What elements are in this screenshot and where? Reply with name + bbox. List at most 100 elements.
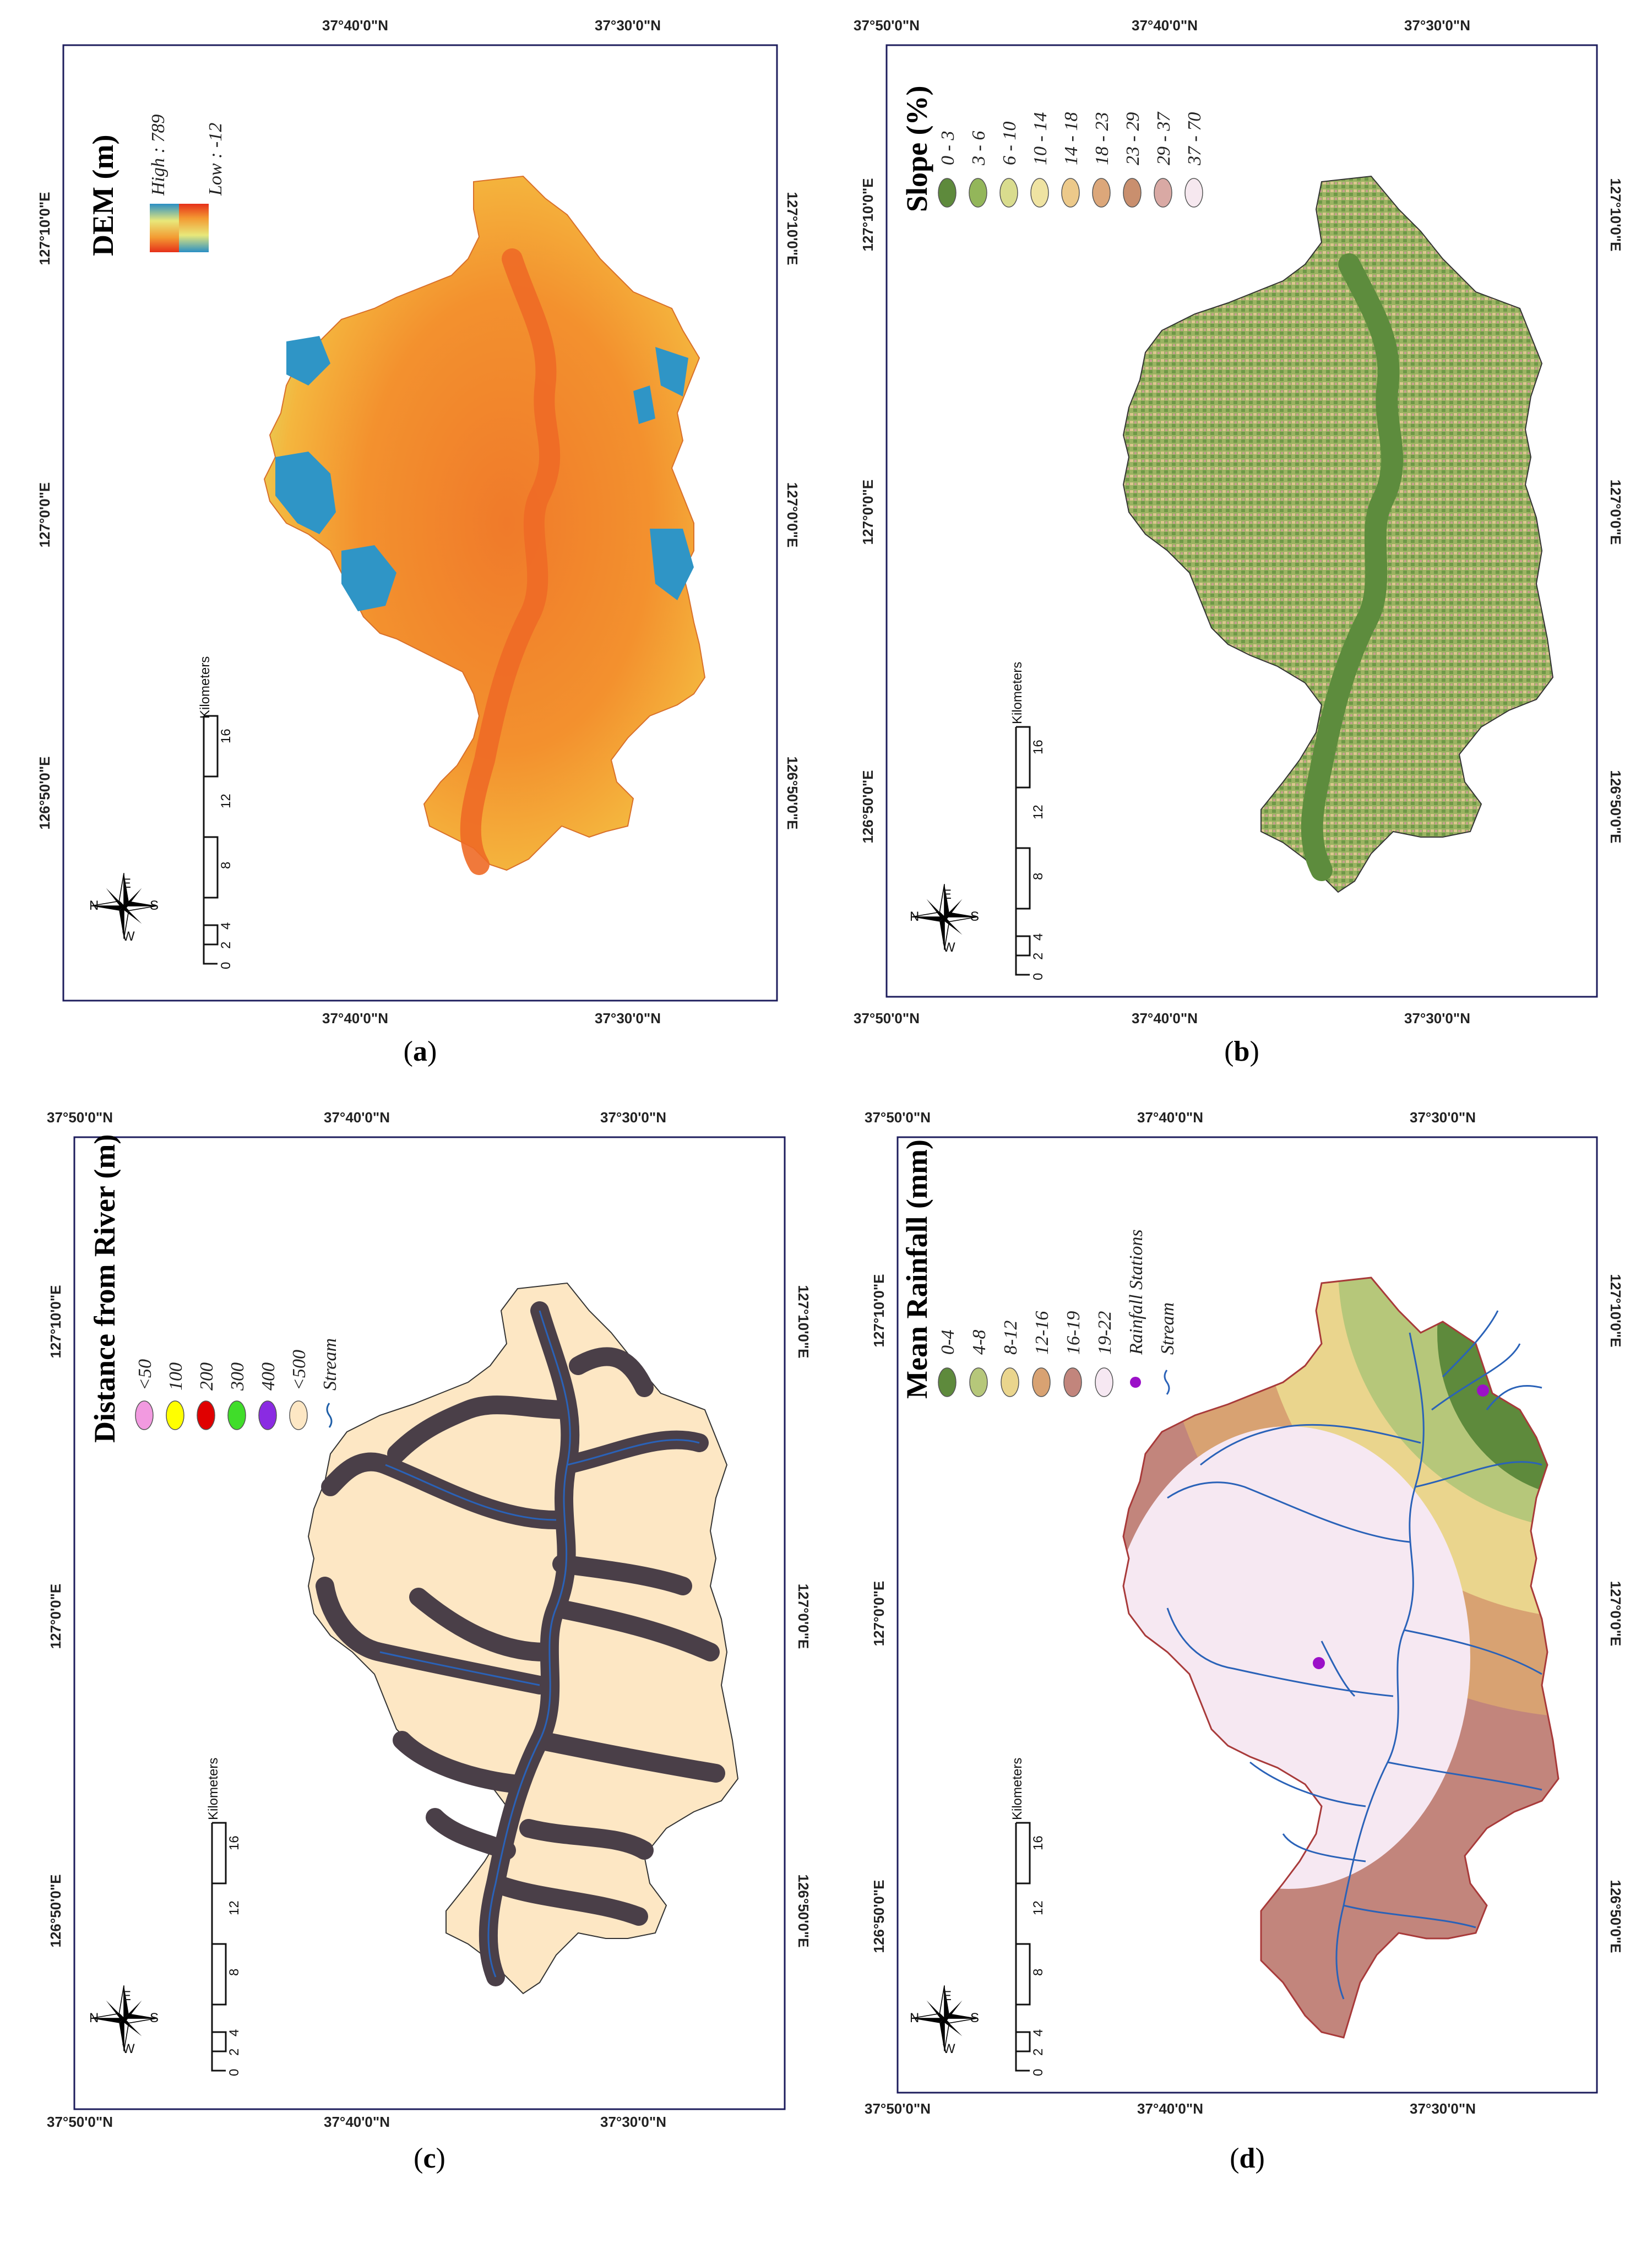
caption-letter: a (413, 1036, 427, 1067)
legend-swatch (1032, 1367, 1051, 1397)
scale-tick: 16 (1031, 1835, 1046, 1850)
compass-n: N (910, 909, 919, 924)
scale-tick: 0 (1031, 973, 1046, 980)
legend-label: 37 - 70 (1184, 112, 1205, 166)
top-coord: 37°50'0"N (865, 1109, 931, 1126)
scale-bar: Kilometers 0 2 4 8 12 16 (206, 1758, 242, 2076)
caption-letter: d (1239, 2143, 1256, 2174)
legend-label: 16-19 (1063, 1311, 1084, 1355)
scale-tick: 8 (227, 1969, 242, 1976)
rainfall-legend: 0-4 4-8 8-12 12-16 16-19 19-22 Rainfall Statio… (938, 1229, 1178, 1397)
dem-high-patch (633, 385, 655, 424)
right-coord: 126°50'0"E (1607, 770, 1624, 843)
legend-label: 10 - 14 (1030, 112, 1051, 165)
distance-legend: <50 100 200 300 400 <500 Stream (135, 1338, 340, 1430)
caption-b: (b) (1224, 1036, 1259, 1067)
legend-label: 100 (166, 1362, 186, 1391)
compass-s: S (970, 2011, 979, 2025)
left-coord: 126°50'0"E (36, 756, 53, 829)
legend-swatch (1061, 178, 1080, 208)
legend-label: 3 - 6 (969, 131, 989, 166)
bottom-coord: 37°40'0"N (1132, 1010, 1198, 1027)
panel-c: 37°50'0"N 37°40'0"N 37°30'0"N 37°50'0"N … (47, 1109, 812, 2130)
left-coord: 126°50'0"E (47, 1874, 64, 1947)
legend-swatch (1092, 178, 1111, 208)
bottom-coord: 37°40'0"N (322, 1010, 388, 1027)
caption-letter: b (1233, 1036, 1250, 1067)
bottom-coord: 37°50'0"N (854, 1010, 920, 1027)
top-coord: 37°40'0"N (322, 17, 388, 34)
dem-high-patch (275, 452, 336, 534)
slope-legend: 0 - 3 3 - 6 6 - 10 10 - 14 14 - 18 18 - 23 23 … (938, 111, 1205, 208)
legend-high: High : 789 (148, 115, 169, 196)
compass-n: N (89, 898, 99, 913)
scale-tick: 12 (219, 794, 233, 808)
scale-tick: 12 (1031, 1900, 1046, 1915)
rainfall-station (1477, 1384, 1489, 1397)
panel-d: 37°50'0"N 37°40'0"N 37°30'0"N 37°50'0"N … (865, 1109, 1624, 2117)
compass-s: S (150, 898, 159, 913)
legend-gradient (179, 204, 209, 252)
scale-tick: 4 (1031, 933, 1046, 941)
scale-tick: 2 (219, 942, 233, 949)
legend-label: Stream (1158, 1302, 1178, 1355)
legend-swatch (1184, 178, 1203, 208)
legend-swatch (938, 1367, 957, 1397)
right-coord: 127°0'0"E (1607, 1581, 1624, 1647)
compass-w: W (943, 2041, 955, 2056)
scale-tick: 8 (1031, 873, 1046, 880)
legend-swatch (999, 178, 1018, 208)
right-coord: 126°50'0"E (1607, 1880, 1624, 1953)
top-coord: 37°30'0"N (595, 17, 661, 34)
scale-tick: 4 (227, 2029, 242, 2036)
legend-label: 200 (197, 1362, 217, 1391)
legend-swatch (969, 1367, 988, 1397)
scale-tick: 2 (227, 2049, 242, 2056)
scale-tick: 16 (219, 729, 233, 743)
bottom-coord: 37°30'0"N (1410, 2100, 1476, 2117)
stream-network (1166, 1310, 1542, 2000)
top-coord: 37°50'0"N (47, 1109, 113, 1126)
legend-swatch (1123, 178, 1142, 208)
right-coord: 127°10'0"E (795, 1285, 812, 1358)
legend-swatch (1154, 178, 1172, 208)
legend-label: 0-4 (938, 1330, 958, 1355)
legend-title: Slope (%) (900, 86, 933, 213)
legend-label: 8-12 (1001, 1321, 1021, 1355)
compass-e: E (122, 876, 131, 891)
legend-swatch (1063, 1367, 1082, 1397)
dem-high-patch (286, 336, 330, 385)
compass-s: S (970, 909, 979, 924)
bottom-coord: 37°40'0"N (1137, 2100, 1203, 2117)
bottom-coord: 37°30'0"N (595, 1010, 661, 1027)
scale-tick: 0 (227, 2069, 242, 2076)
left-coord: 127°10'0"E (871, 1274, 887, 1347)
legend-swatch (969, 178, 987, 208)
caption-letter: c (423, 2143, 436, 2174)
caption-c: (c) (414, 2143, 445, 2174)
legend-stream-icon (326, 1403, 333, 1428)
legend-swatch (938, 178, 957, 208)
scale-tick: 0 (219, 962, 233, 969)
scale-bar: Kilometers 0 2 4 8 12 16 (1010, 1758, 1046, 2076)
legend-swatch (1030, 178, 1049, 208)
legend-label: 12-16 (1032, 1311, 1052, 1355)
left-coord: 127°0'0"E (47, 1584, 64, 1649)
scale-bar: Kilometers 0 2 4 8 12 16 (198, 656, 233, 969)
legend-label: Stream (320, 1338, 340, 1391)
legend-swatch (197, 1400, 215, 1430)
left-coord: 127°10'0"E (860, 178, 876, 251)
dem-high-patch (341, 545, 396, 611)
scale-tick: 12 (1031, 805, 1046, 819)
legend-label: 6 - 10 (999, 122, 1020, 165)
right-coord: 126°50'0"E (795, 1874, 812, 1947)
stream-network (379, 1310, 700, 1978)
right-coord: 127°10'0"E (1607, 1274, 1624, 1347)
top-coord: 37°50'0"N (854, 17, 920, 34)
scale-tick: 8 (1031, 1969, 1046, 1976)
legend-label: 0 - 3 (938, 131, 958, 165)
right-coord: 127°0'0"E (784, 482, 801, 548)
dem-high-patch (655, 347, 688, 397)
right-coord: 127°0'0"E (1607, 480, 1624, 545)
scale-unit: Kilometers (206, 1758, 221, 1820)
